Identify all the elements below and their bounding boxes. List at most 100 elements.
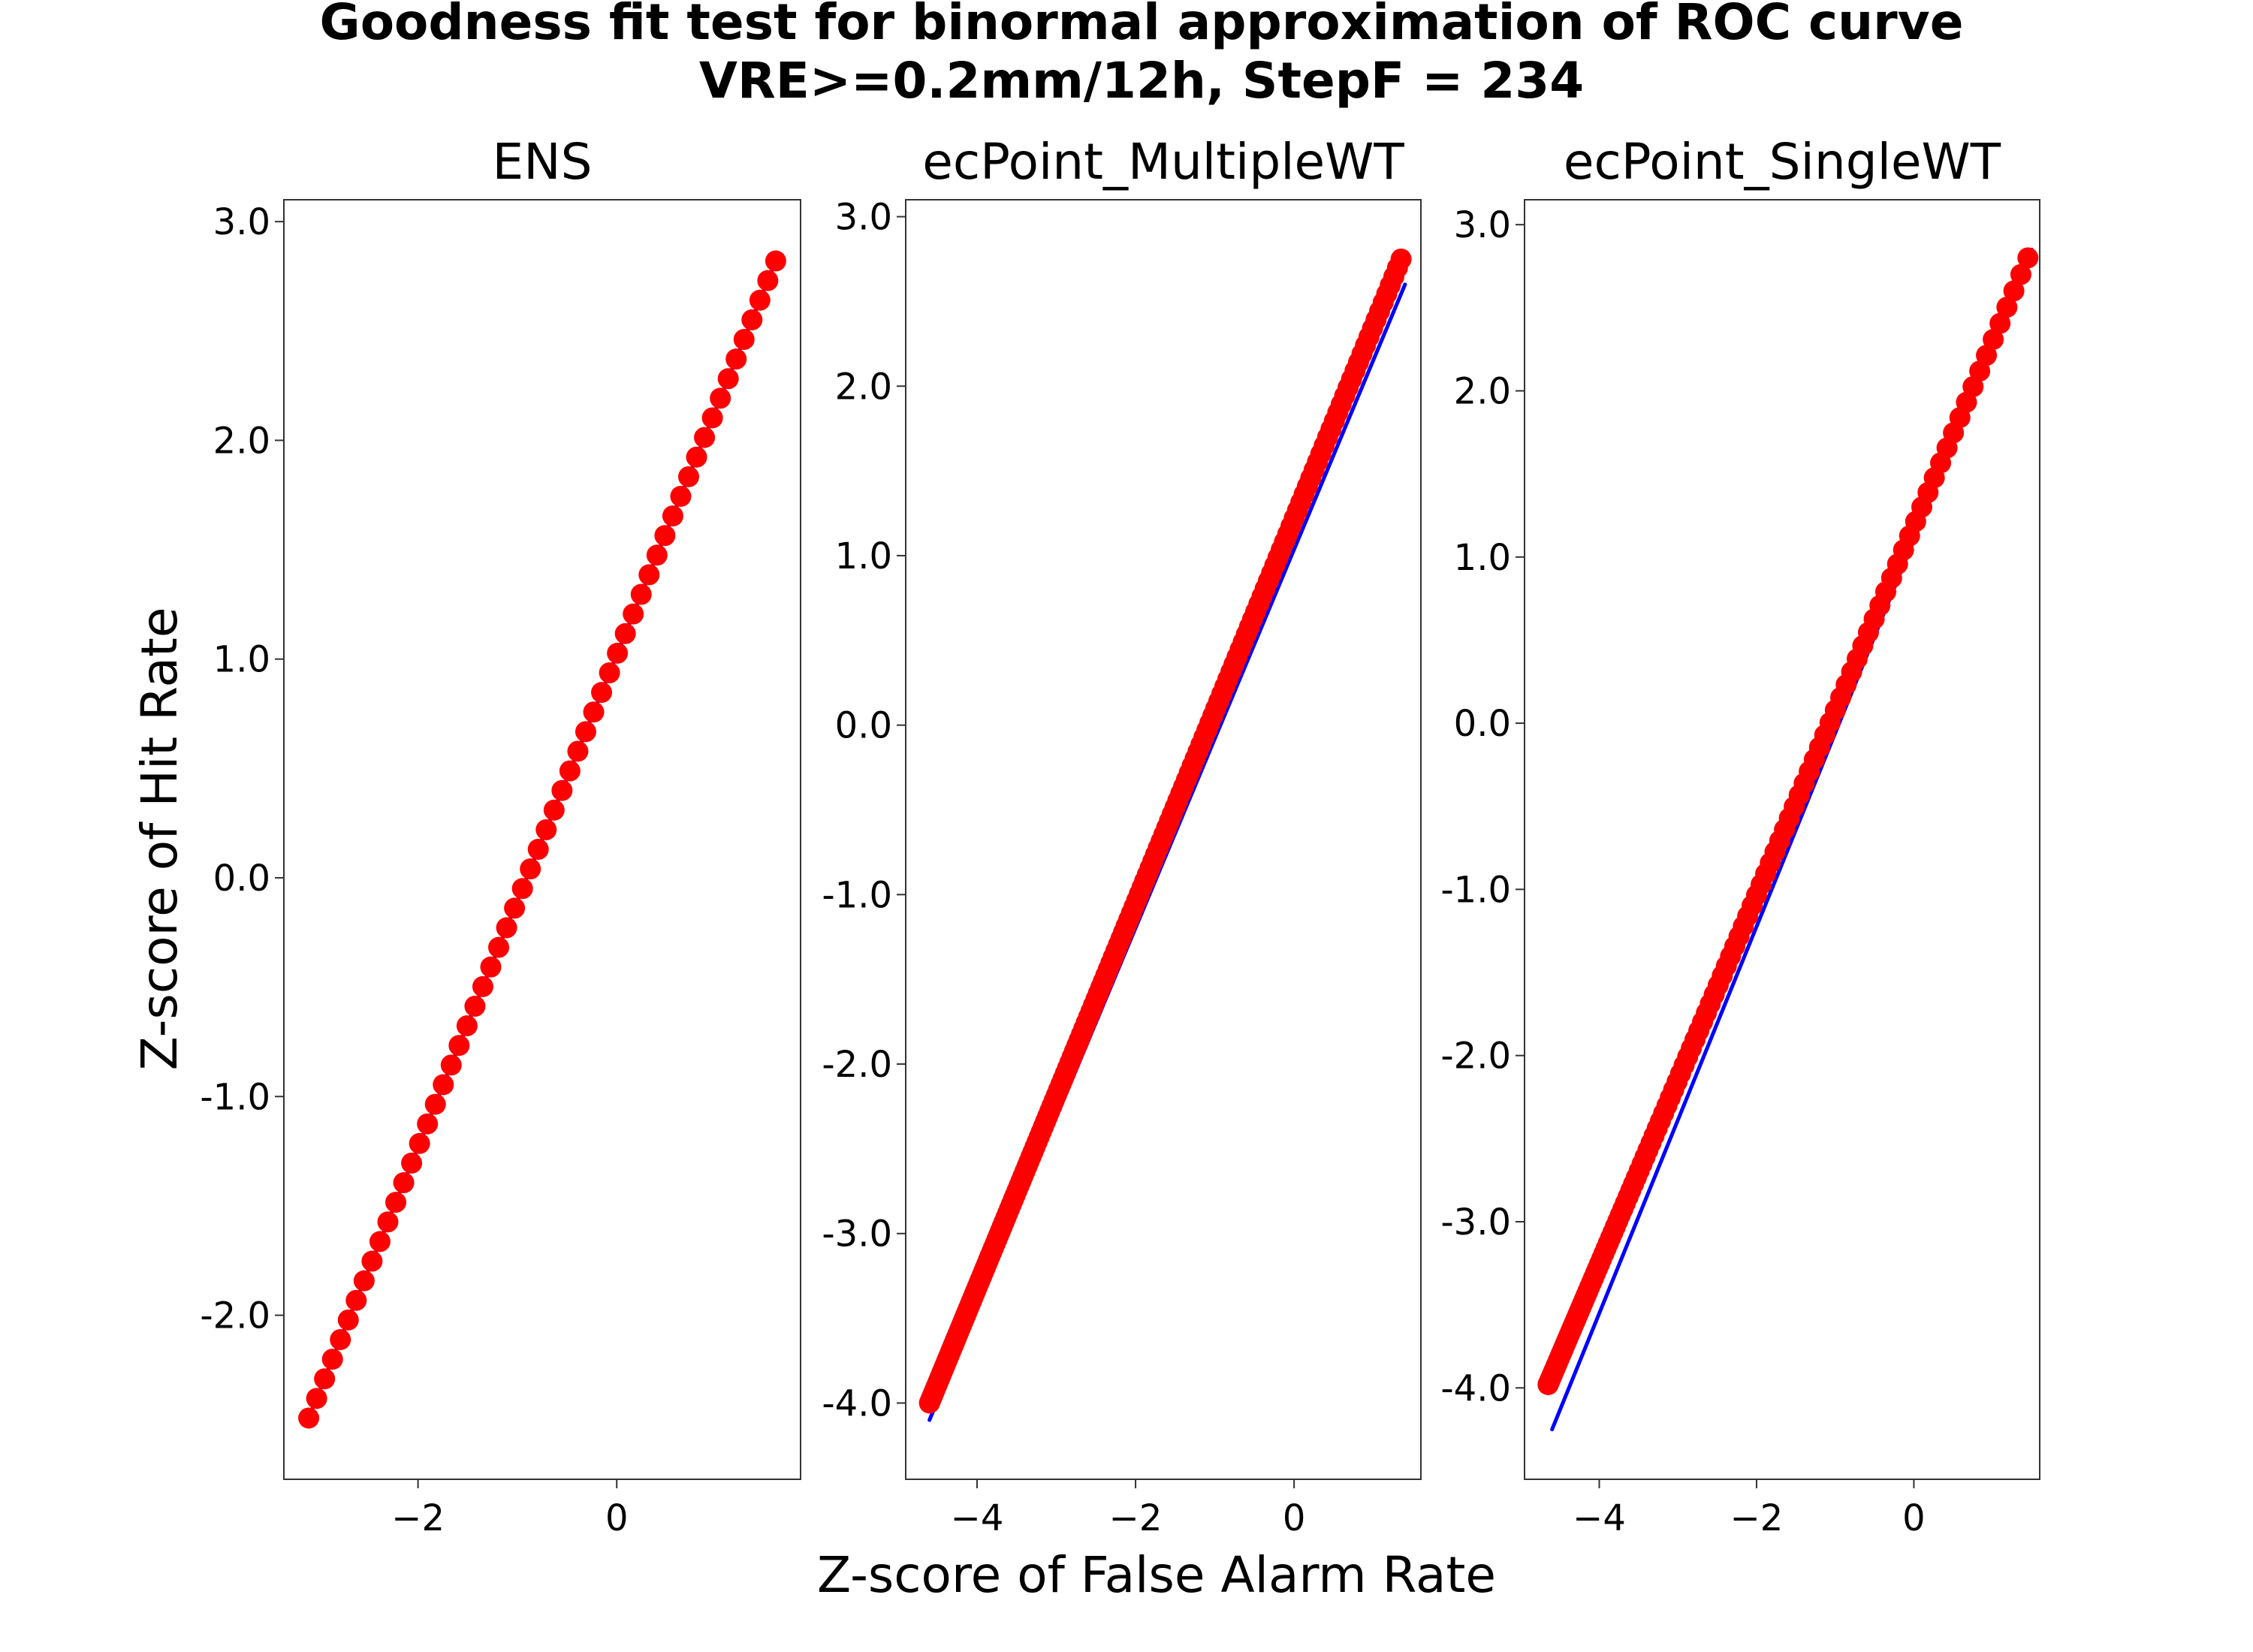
data-point [337, 1309, 359, 1331]
y-tick-label-ens: 1.0 [213, 639, 270, 681]
data-point [321, 1349, 343, 1370]
x-tick-label-ens: 0 [605, 1497, 629, 1539]
y-tick-label-ecpoint-multiplewt: 2.0 [835, 366, 892, 408]
data-point [677, 466, 699, 487]
figure-title-line2: VRE>=0.2mm/12h, StepF = 234 [699, 52, 1584, 110]
data-point [543, 799, 565, 821]
data-point [409, 1132, 430, 1154]
data-point [527, 839, 549, 861]
data-point [330, 1328, 351, 1350]
subplots: ENS −2 0 -2.0 -1.0 0.0 1.0 2.0 3.0 ecPoint_Multip… [200, 133, 2040, 1539]
data-point [440, 1054, 462, 1076]
figure-title-line1: Goodness fit test for binormal approxima… [320, 0, 1964, 51]
data-point [1983, 328, 2004, 350]
data-point [733, 329, 755, 351]
data-point [369, 1231, 391, 1253]
data-point [1390, 248, 1412, 270]
x-tick-label-ecpoint-multiplewt: −4 [951, 1497, 1004, 1539]
y-tick-label-ecpoint-singlewt: -2.0 [1440, 1036, 1511, 1078]
data-point [662, 505, 683, 527]
data-point [686, 446, 707, 468]
data-point [464, 995, 486, 1017]
subplot-ens: ENS −2 0 -2.0 -1.0 0.0 1.0 2.0 3.0 [200, 133, 801, 1539]
data-point [694, 427, 716, 448]
data-point [417, 1113, 439, 1135]
data-point [670, 485, 692, 507]
points-ecpoint-multiplewt [918, 248, 1412, 1414]
points-ecpoint-singlewt [1537, 247, 2039, 1395]
data-point [583, 701, 605, 723]
y-tick-label-ecpoint-singlewt: 2.0 [1454, 370, 1511, 412]
data-point [551, 779, 573, 801]
subplot-title-ecpoint-multiplewt: ecPoint_MultipleWT [922, 133, 1404, 191]
data-point [298, 1407, 320, 1429]
data-point [424, 1093, 446, 1115]
data-point [654, 525, 676, 547]
data-point [1969, 360, 1991, 382]
x-tick-label-ecpoint-singlewt: −4 [1573, 1497, 1626, 1539]
data-point [2003, 280, 2025, 302]
y-axis-label: Z-score of Hit Rate [131, 607, 189, 1071]
data-point [765, 250, 786, 272]
data-point [1996, 297, 2018, 318]
data-point [480, 956, 502, 978]
data-point [496, 917, 517, 939]
data-point [385, 1192, 407, 1213]
data-point [345, 1289, 367, 1311]
x-tick-label-ens: −2 [391, 1497, 445, 1539]
data-point [488, 936, 510, 958]
data-point [314, 1368, 336, 1390]
y-tick-label-ecpoint-singlewt: 0.0 [1454, 703, 1511, 745]
data-point [630, 583, 652, 605]
y-tick-label-ecpoint-multiplewt: -3.0 [822, 1213, 892, 1256]
data-point [1989, 312, 2011, 334]
data-point [623, 603, 644, 625]
x-tick-label-ecpoint-multiplewt: −2 [1109, 1497, 1163, 1539]
data-point [511, 878, 533, 900]
y-tick-label-ens: 3.0 [213, 201, 270, 243]
data-point [361, 1250, 383, 1272]
points-ens [298, 250, 786, 1429]
y-tick-label-ecpoint-multiplewt: 0.0 [835, 705, 892, 747]
data-point [591, 682, 613, 704]
data-point [472, 975, 493, 997]
data-point [353, 1270, 375, 1292]
y-tick-label-ens: -1.0 [200, 1076, 270, 1118]
data-point [575, 721, 596, 743]
data-point [448, 1035, 470, 1057]
y-tick-label-ecpoint-multiplewt: -1.0 [822, 874, 892, 916]
data-point [2017, 247, 2039, 269]
subplot-ecpoint-singlewt: ecPoint_SingleWT −4 −2 0 -4.0 -3.0 -2.0 -1.0 0.0… [1440, 133, 2040, 1539]
y-tick-label-ens: 2.0 [213, 420, 270, 462]
y-tick-label-ecpoint-singlewt: -1.0 [1440, 869, 1511, 911]
data-point [717, 368, 739, 390]
data-point [401, 1152, 423, 1174]
y-tick-label-ecpoint-singlewt: -4.0 [1440, 1367, 1511, 1409]
data-point [504, 897, 526, 919]
data-point [614, 623, 636, 644]
data-point [646, 544, 668, 566]
plot-frame-ecpoint-singlewt [1524, 199, 2040, 1480]
x-tick-label-ecpoint-multiplewt: 0 [1283, 1497, 1306, 1539]
data-point [725, 348, 747, 370]
x-tick-label-ecpoint-singlewt: −2 [1730, 1497, 1784, 1539]
y-tick-label-ecpoint-multiplewt: -2.0 [822, 1044, 892, 1086]
y-tick-label-ecpoint-multiplewt: 3.0 [835, 197, 892, 239]
data-point [433, 1074, 454, 1096]
data-point [567, 740, 589, 762]
data-point [393, 1172, 415, 1194]
data-point [710, 387, 731, 409]
y-tick-label-ecpoint-singlewt: 3.0 [1454, 204, 1511, 246]
y-tick-label-ens: -2.0 [200, 1295, 270, 1337]
data-point [607, 642, 629, 664]
data-point [638, 564, 660, 586]
data-point [535, 818, 557, 840]
data-point [599, 662, 620, 684]
y-tick-label-ens: 0.0 [213, 858, 270, 900]
subplot-title-ens: ENS [493, 133, 593, 191]
y-tick-label-ecpoint-multiplewt: 1.0 [835, 535, 892, 577]
data-point [749, 289, 771, 311]
x-axis-label: Z-score of False Alarm Rate [817, 1546, 1496, 1604]
